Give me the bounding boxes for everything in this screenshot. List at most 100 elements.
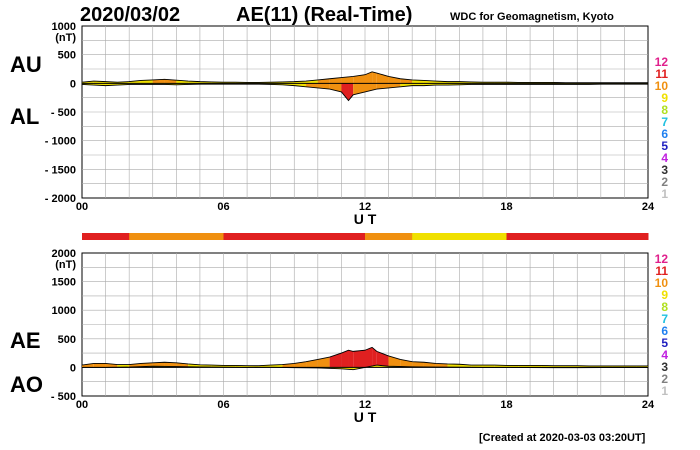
legend-label-4: 4: [661, 151, 668, 165]
station-count-segment: [176, 233, 201, 240]
station-count-segment: [341, 233, 366, 240]
station-count-segment: [482, 233, 507, 240]
x-tick-label: 12: [359, 201, 371, 213]
station-count-segment: [270, 233, 295, 240]
area-segment-AL: [412, 83, 424, 86]
legend-label-12: 12: [655, 55, 669, 69]
area-segment-AU: [329, 77, 342, 84]
legend-label-11: 11: [655, 264, 668, 278]
area-segment-AE: [329, 353, 342, 368]
legend-label-10: 10: [655, 79, 669, 93]
area-segment-AE: [435, 363, 448, 368]
y-unit-label: (nT): [55, 32, 76, 44]
area-segment-AL: [348, 83, 354, 101]
ao-label: AO: [10, 372, 43, 397]
x-tick-label: 24: [642, 201, 655, 213]
credit-label: WDC for Geomagnetism, Kyoto: [450, 11, 614, 23]
station-count-segment: [412, 233, 437, 240]
station-count-segment: [577, 233, 602, 240]
station-count-segment: [317, 233, 342, 240]
area-segment-AE: [530, 365, 542, 368]
area-segment-AU: [372, 71, 377, 84]
station-count-segment: [459, 233, 484, 240]
y-tick-label: - 1500: [45, 164, 76, 176]
station-count-segment: [82, 233, 107, 240]
legend-label-4: 4: [661, 348, 668, 362]
legend-label-9: 9: [661, 288, 668, 302]
y-tick-label: 1000: [52, 21, 76, 33]
area-segment-AU: [388, 76, 401, 84]
legend-label-2: 2: [661, 175, 668, 189]
area-segment-AU: [365, 71, 373, 84]
legend-label-1: 1: [661, 187, 668, 201]
x-tick-label: 24: [642, 399, 655, 411]
area-segment-AE: [518, 365, 531, 368]
series-line-AE: [81, 346, 648, 367]
area-segment-AE: [348, 350, 354, 368]
area-segment-AE: [353, 350, 365, 368]
station-count-segment: [129, 233, 154, 240]
area-segment-AE: [93, 363, 106, 368]
x-tick-label: 00: [76, 399, 88, 411]
series-line-AL: [81, 83, 648, 102]
area-segment-AL: [365, 83, 377, 92]
legend-label-10: 10: [655, 276, 669, 290]
x-axis-title: U T: [354, 409, 377, 425]
area-segment-AE: [412, 361, 424, 368]
al-label: AL: [10, 104, 40, 129]
station-count-segment: [553, 233, 578, 240]
area-segment-AL: [317, 83, 330, 90]
area-segment-AL: [353, 83, 365, 95]
y-tick-label: - 1000: [45, 136, 76, 148]
x-axis-title: U T: [354, 211, 377, 227]
area-segment-AU: [341, 76, 354, 84]
station-count-segment: [152, 233, 177, 240]
station-count-segment: [223, 233, 248, 240]
area-segment-AE: [365, 347, 373, 368]
x-tick-label: 18: [500, 201, 512, 213]
legend-label-1: 1: [661, 384, 668, 398]
legend-label-12: 12: [655, 252, 669, 266]
y-tick-label: 1000: [52, 305, 76, 317]
ae-label: AE: [10, 328, 41, 353]
area-segment-AE: [376, 351, 389, 368]
x-tick-label: 06: [217, 201, 229, 213]
y-tick-label: 0: [70, 362, 76, 374]
station-count-segment: [247, 233, 272, 240]
legend-label-3: 3: [661, 360, 668, 374]
legend-label-9: 9: [661, 91, 668, 105]
y-tick-label: - 2000: [45, 193, 76, 205]
station-count-segment: [600, 233, 625, 240]
y-tick-label: 2000: [52, 248, 76, 260]
legend-label-5: 5: [661, 336, 668, 350]
legend-label-7: 7: [661, 115, 668, 129]
x-tick-label: 06: [217, 399, 229, 411]
legend-label-6: 6: [661, 127, 668, 141]
chart-date: 2020/03/02: [80, 4, 181, 26]
station-count-segment: [624, 233, 649, 240]
legend-label-11: 11: [655, 67, 668, 81]
au-label: AU: [10, 52, 42, 77]
legend-label-3: 3: [661, 163, 668, 177]
y-tick-label: 500: [58, 334, 76, 346]
legend-label-5: 5: [661, 139, 668, 153]
x-tick-label: 00: [76, 201, 88, 213]
area-segment-AL: [341, 83, 349, 101]
x-tick-label: 12: [359, 399, 371, 411]
legend-label-6: 6: [661, 324, 668, 338]
area-segment-AE: [117, 364, 130, 368]
y-tick-label: - 500: [51, 107, 76, 119]
area-segment-AE: [506, 365, 519, 368]
area-segment-AU: [306, 79, 318, 84]
area-segment-AE: [471, 365, 483, 368]
area-segment-AE: [317, 357, 330, 368]
station-count-segment: [365, 233, 390, 240]
x-tick-label: 18: [500, 399, 512, 411]
legend-label-8: 8: [661, 103, 668, 117]
area-segment-AU: [353, 74, 365, 84]
area-segment-AE: [447, 363, 460, 368]
station-count-segment: [530, 233, 555, 240]
station-count-segment: [199, 233, 224, 240]
legend-label-2: 2: [661, 372, 668, 386]
